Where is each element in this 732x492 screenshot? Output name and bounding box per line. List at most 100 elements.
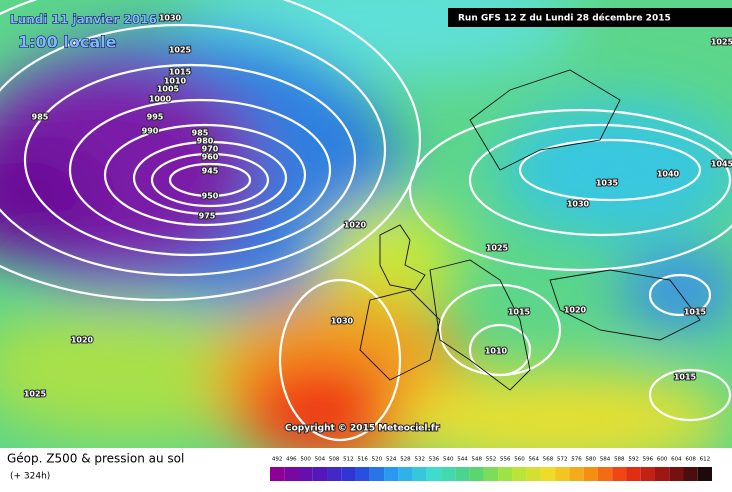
isobar-label: 1015 xyxy=(674,373,697,382)
scale-label: 496 xyxy=(286,457,297,463)
scale-swatch xyxy=(540,467,556,481)
scale-swatch xyxy=(498,467,513,481)
isobar-label: 1035 xyxy=(596,179,619,188)
isobar-label: 970 xyxy=(202,145,219,154)
scale-swatch xyxy=(455,467,470,481)
map: Copyright © 2015 Meteociel.fr Lundi 11 j… xyxy=(0,0,732,448)
scale-swatch xyxy=(654,467,670,481)
valid-date: Lundi 11 janvier 2016 xyxy=(10,13,157,27)
isobar-label: 1020 xyxy=(564,306,587,315)
scale-label: 516 xyxy=(357,457,368,463)
scale-label: 548 xyxy=(471,457,482,463)
scale-label: 588 xyxy=(614,457,625,463)
isobar-label: 1040 xyxy=(657,170,680,179)
scale-swatch xyxy=(583,467,598,481)
scale-swatch xyxy=(526,467,541,481)
isobar-label: 1010 xyxy=(164,77,187,86)
scale-swatch xyxy=(512,467,527,481)
isobar-label: 1005 xyxy=(157,85,180,94)
scale-label: 508 xyxy=(329,457,340,463)
scale-label: 608 xyxy=(685,457,696,463)
isobar-label: 990 xyxy=(142,127,159,136)
scale-swatch xyxy=(555,467,570,481)
isobar-label: 985 xyxy=(192,129,209,138)
scale-swatch xyxy=(626,467,641,481)
local-time: 1:00 locale xyxy=(18,33,117,52)
scale-label: 520 xyxy=(372,457,383,463)
isobar-label: 960 xyxy=(202,153,219,162)
scale-label: 580 xyxy=(586,457,597,463)
scale-swatch xyxy=(683,467,698,481)
scale-swatch xyxy=(612,467,627,481)
scale-swatch xyxy=(597,467,613,481)
isobar-label: 1015 xyxy=(684,308,707,317)
scale-swatch xyxy=(569,467,584,481)
scale-swatch xyxy=(355,467,370,481)
isobar-label: 1020 xyxy=(344,221,367,230)
scale-label: 568 xyxy=(543,457,554,463)
scale-swatch xyxy=(640,467,655,481)
scale-swatch xyxy=(384,467,399,481)
isobar-label: 980 xyxy=(197,137,214,146)
scale-swatch xyxy=(426,467,442,481)
scale-swatch xyxy=(669,467,684,481)
scale-swatch xyxy=(298,467,313,481)
scale-swatch xyxy=(398,467,413,481)
isobar-label: 1025 xyxy=(486,244,509,253)
scale-label: 604 xyxy=(671,457,682,463)
scale-swatch xyxy=(284,467,299,481)
scale-label: 512 xyxy=(343,457,354,463)
scale-swatch xyxy=(469,467,484,481)
scale-swatch xyxy=(412,467,427,481)
isobar-label: 1030 xyxy=(567,200,590,209)
isobar-label: 1030 xyxy=(159,14,182,23)
isobar-label: 1030 xyxy=(331,317,354,326)
run-box xyxy=(448,8,732,27)
isobar-label: 1010 xyxy=(485,347,508,356)
scale-label: 552 xyxy=(486,457,497,463)
scale-label: 592 xyxy=(628,457,639,463)
isobar-label: 1020 xyxy=(71,336,94,345)
isobar-label: 950 xyxy=(202,192,219,201)
scale-label: 536 xyxy=(429,457,440,463)
scale-label: 560 xyxy=(514,457,525,463)
isobar-label: 1015 xyxy=(508,308,531,317)
scale-swatch xyxy=(369,467,385,481)
scale-swatch xyxy=(312,467,328,481)
isobar-label: 1015 xyxy=(169,68,192,77)
run-info: Run GFS 12 Z du Lundi 28 décembre 2015 xyxy=(458,13,671,24)
scale-label: 584 xyxy=(600,457,611,463)
scale-swatch xyxy=(697,467,712,481)
forecast-hour: (+ 324h) xyxy=(10,472,50,482)
scale-swatch xyxy=(270,467,285,481)
scale-label: 504 xyxy=(315,457,326,463)
isobar-label: 1000 xyxy=(149,95,172,104)
footer-title: Géop. Z500 & pression au sol xyxy=(7,452,184,466)
scale-label: 532 xyxy=(414,457,425,463)
scale-label: 492 xyxy=(272,457,283,463)
isobar-label: 985 xyxy=(32,113,49,122)
scale-swatch xyxy=(341,467,356,481)
scale-label: 556 xyxy=(500,457,511,463)
scale-label: 544 xyxy=(457,457,468,463)
isobar-label: 1045 xyxy=(711,160,732,169)
copyright: Copyright © 2015 Meteociel.fr xyxy=(285,424,440,434)
isobar-label: 1025 xyxy=(24,390,47,399)
isobar-label: 945 xyxy=(202,167,219,176)
scale-swatch xyxy=(327,467,342,481)
scale-swatch xyxy=(483,467,499,481)
scale-label: 528 xyxy=(400,457,411,463)
isobar-label: 995 xyxy=(147,113,164,122)
scale-label: 576 xyxy=(571,457,582,463)
scale-label: 600 xyxy=(657,457,668,463)
scale-label: 500 xyxy=(300,457,311,463)
scale-label: 572 xyxy=(557,457,568,463)
scale-label: 540 xyxy=(443,457,454,463)
scale-label: 524 xyxy=(386,457,397,463)
scale-swatch xyxy=(441,467,456,481)
isobar-label: 975 xyxy=(199,212,216,221)
isobar-label: 1025 xyxy=(711,38,732,47)
scale-label: 564 xyxy=(529,457,540,463)
isobar-label: 1025 xyxy=(169,46,192,55)
